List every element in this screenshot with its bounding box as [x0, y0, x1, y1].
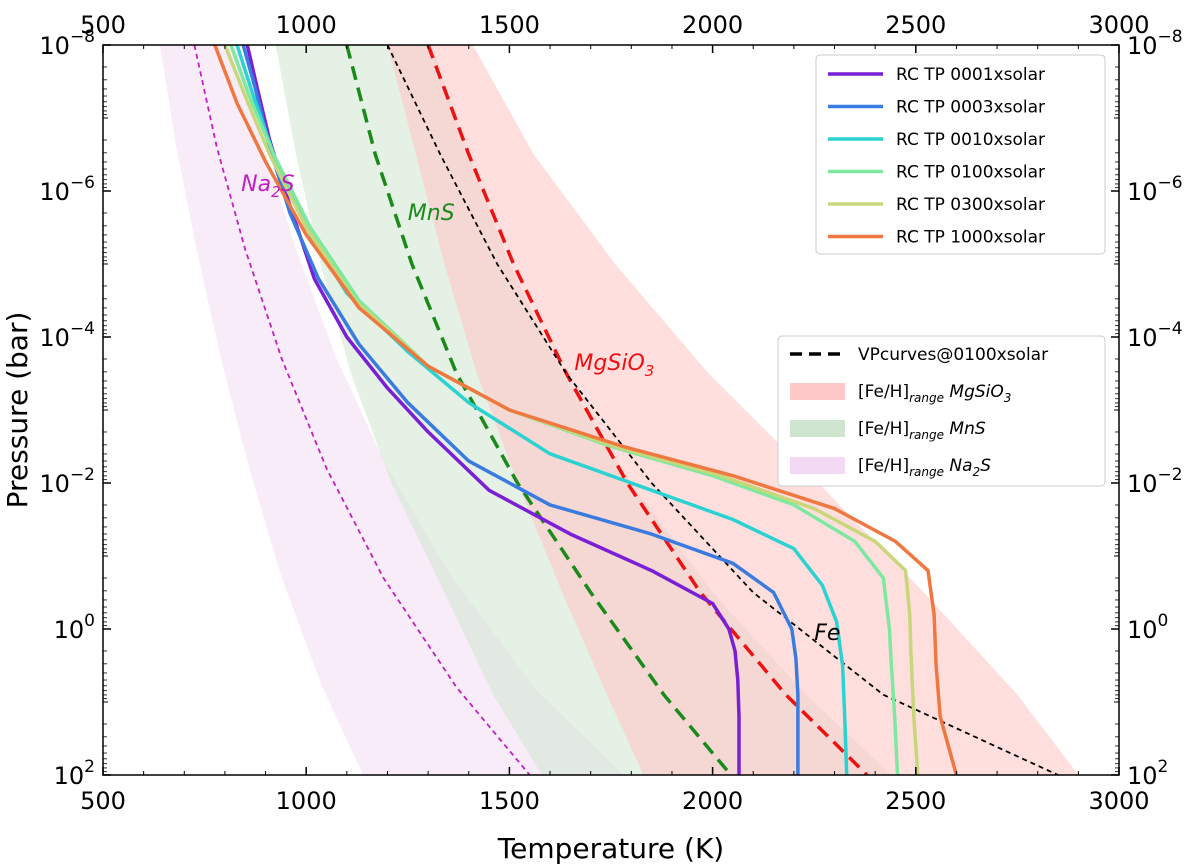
legend-tp: RC TP 0001xsolar RC TP 0003xsolar RC TP 00…	[815, 54, 1106, 255]
annotations-layer: Na2S MnS MgSiO3 Fe	[241, 172, 840, 646]
legend-vp-patch-swatch	[790, 383, 845, 400]
x-tick-label-top: 2000	[682, 11, 743, 39]
y-tick-label-left: 100	[54, 611, 95, 644]
legend-vp-box	[777, 335, 1106, 487]
x-axis-title: Temperature (K)	[497, 832, 724, 865]
x-tick-label-top: 2500	[885, 11, 946, 39]
tp-curve-rc-tp-0003xsolar	[241, 45, 800, 775]
legend-tp-label: RC TP 1000xsolar	[896, 228, 1045, 248]
vp-curves-layer	[193, 45, 1059, 775]
legend-vp-label: [Fe/H]range Na2S	[858, 456, 991, 479]
x-tick-label-top: 1500	[479, 11, 540, 39]
annotation-mgsio3: MgSiO3	[574, 351, 654, 380]
y-tick-label-right: 10−8	[1127, 27, 1183, 60]
x-tick-label-top: 3000	[1088, 11, 1149, 39]
legend-vp-patch-swatch	[790, 457, 845, 474]
x-tick-label-bottom: 3000	[1088, 787, 1149, 815]
legend-vp-patch-swatch	[790, 420, 845, 437]
legend-vp: VPcurves@0100xsolar [Fe/H]range MgSiO3 [Fe…	[777, 335, 1106, 487]
legend-vp-label: [Fe/H]range MgSiO3	[858, 382, 1011, 405]
x-tick-label-bottom: 1000	[276, 787, 337, 815]
x-tick-label-bottom: 1500	[479, 787, 540, 815]
vp-curve-mns	[345, 45, 733, 775]
y-axis-title: Pressure (bar)	[1, 312, 34, 509]
tp-curves-layer	[213, 45, 959, 775]
y-tick-label-right: 102	[1127, 757, 1168, 790]
y-tick-label-right: 10−2	[1127, 465, 1183, 498]
x-tick-label-top: 500	[80, 11, 126, 39]
legend-tp-label: RC TP 0100xsolar	[896, 163, 1045, 183]
vp-curve-na2s	[193, 45, 531, 775]
y-tick-label-left: 10−4	[39, 319, 95, 352]
legend-tp-label: RC TP 0010xsolar	[896, 130, 1045, 150]
tp-curve-rc-tp-1000xsolar	[213, 45, 959, 775]
legend-vp-label: VPcurves@0100xsolar	[858, 345, 1048, 365]
annotation-mns: MnS	[408, 201, 455, 226]
band-mgsio3	[387, 45, 1079, 775]
x-tick-label-bottom: 2500	[885, 787, 946, 815]
tp-curve-rc-tp-0010xsolar	[235, 45, 849, 775]
x-tick-label-top: 1000	[276, 11, 337, 39]
annotation-na2s: Na2S	[241, 172, 295, 201]
y-tick-label-right: 10−6	[1127, 173, 1183, 206]
y-tick-label-left: 10−6	[39, 173, 95, 206]
y-tick-label-left: 102	[54, 757, 95, 790]
y-tick-label-left: 10−8	[39, 27, 95, 60]
x-tick-label-bottom: 500	[80, 787, 126, 815]
axis-ticks-layer: 500 500 1000 1000 1500 1500 2000 2000 2500 2500 30…	[39, 11, 1182, 815]
legend-vp-label: [Fe/H]range MnS	[858, 419, 986, 442]
legend-tp-label: RC TP 0003xsolar	[896, 98, 1045, 118]
vp-bands-layer	[159, 45, 1079, 775]
legend-tp-box	[815, 54, 1106, 255]
vp-curve-mgsio3	[426, 45, 869, 775]
legend-tp-label: RC TP 0300xsolar	[896, 195, 1045, 215]
legend-tp-label: RC TP 0001xsolar	[896, 65, 1045, 85]
band-na2s	[159, 45, 624, 775]
y-tick-label-right: 100	[1127, 611, 1168, 644]
tp-curve-rc-tp-0300xsolar	[223, 45, 920, 775]
x-tick-label-bottom: 2000	[682, 787, 743, 815]
y-tick-label-right: 10−4	[1127, 319, 1183, 352]
y-tick-label-left: 10−2	[39, 465, 95, 498]
annotation-fe: Fe	[814, 621, 840, 646]
vp-curve-fe	[386, 45, 1059, 775]
